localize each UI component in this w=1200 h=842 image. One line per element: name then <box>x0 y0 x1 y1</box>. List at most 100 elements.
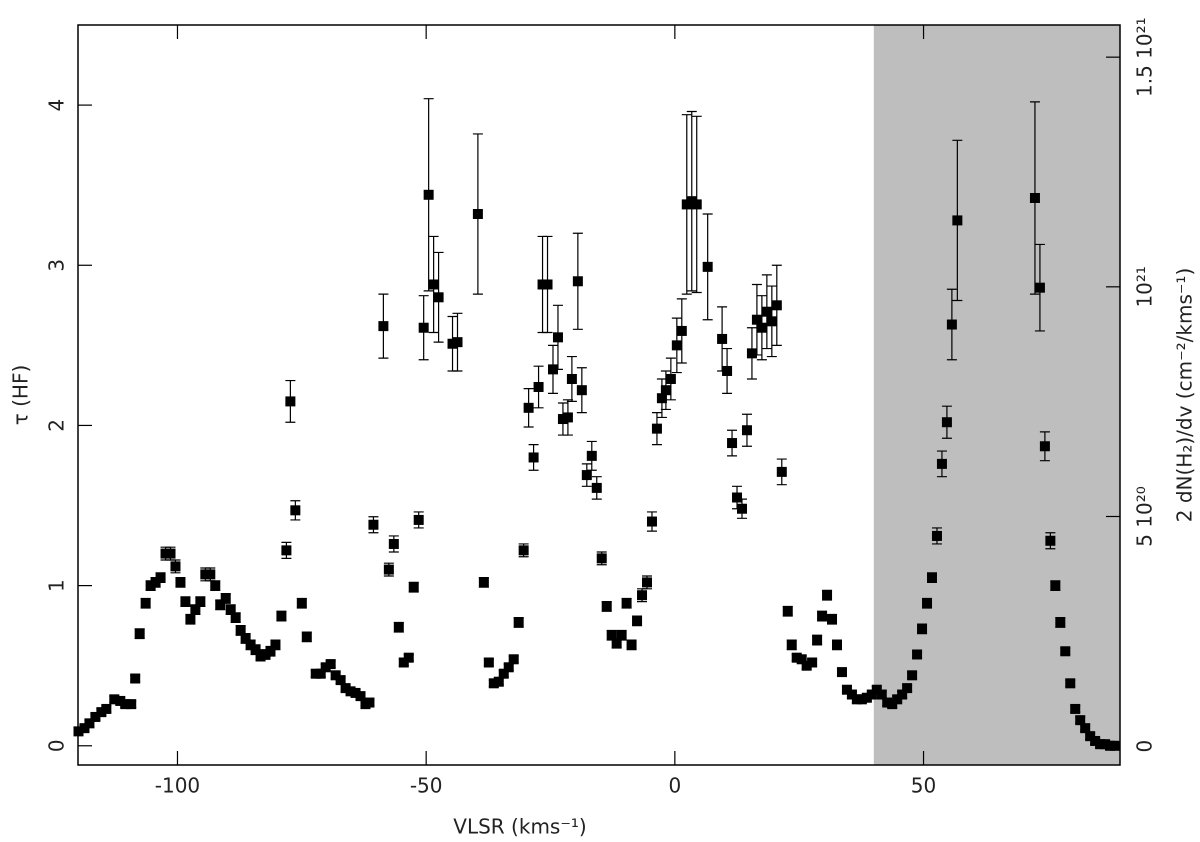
data-point <box>364 697 375 708</box>
data-point <box>120 699 131 710</box>
data-point <box>428 279 439 290</box>
data-point <box>831 639 842 650</box>
data-point <box>656 393 667 404</box>
y2-tick-label: 1.5 10²¹ <box>1133 17 1157 97</box>
data-point <box>281 545 292 556</box>
data-point <box>637 590 648 601</box>
data-point <box>285 396 296 407</box>
x-tick-label: 50 <box>911 774 936 798</box>
data-point <box>170 561 181 572</box>
data-point <box>408 582 419 593</box>
data-point <box>109 694 120 705</box>
y-tick-label: 3 <box>45 259 69 272</box>
data-point <box>1045 535 1056 546</box>
shaded-region <box>873 25 1120 765</box>
data-point <box>912 649 923 660</box>
data-point <box>165 548 176 559</box>
data-point <box>671 340 682 351</box>
data-point <box>140 598 151 609</box>
data-point <box>1110 740 1121 751</box>
data-point <box>235 625 246 636</box>
data-point <box>586 450 597 461</box>
data-point <box>250 644 261 655</box>
data-point <box>155 572 166 583</box>
data-point <box>722 365 733 376</box>
data-point <box>581 470 592 481</box>
data-point <box>717 333 728 344</box>
data-point <box>101 703 112 714</box>
y2-tick-label: 5 10²⁰ <box>1133 486 1157 547</box>
data-point <box>498 668 509 679</box>
shade-layer <box>873 25 1120 765</box>
data-point <box>611 638 622 649</box>
data-point <box>210 580 221 591</box>
data-point <box>822 590 833 601</box>
data-point <box>185 614 196 625</box>
y2-tick-label: 0 <box>1133 740 1157 753</box>
data-point <box>180 596 191 607</box>
data-point <box>368 519 379 530</box>
data-point <box>528 452 539 463</box>
data-point <box>315 668 326 679</box>
data-point <box>807 657 818 668</box>
data-point <box>931 530 942 541</box>
data-point <box>562 412 573 423</box>
data-point <box>952 215 963 226</box>
data-point <box>90 711 101 722</box>
data-point <box>1065 678 1076 689</box>
data-point <box>941 417 952 428</box>
data-point <box>741 425 752 436</box>
data-point <box>433 292 444 303</box>
data-point <box>508 654 519 665</box>
data-point <box>732 492 743 503</box>
data-point <box>1055 617 1066 628</box>
data-point <box>290 505 301 516</box>
data-point <box>596 553 607 564</box>
data-point <box>533 381 544 392</box>
data-point <box>702 261 713 272</box>
data-point <box>776 466 787 477</box>
data-point <box>876 689 887 700</box>
data-point <box>836 667 847 678</box>
x-tick-label: -50 <box>410 774 443 798</box>
data-point <box>621 598 632 609</box>
data-point <box>378 321 389 332</box>
y-tick-label: 1 <box>45 579 69 592</box>
data-point <box>946 319 957 330</box>
data-point <box>265 646 276 657</box>
data-point <box>452 337 463 348</box>
data-point <box>393 622 404 633</box>
data-point <box>301 631 312 642</box>
data-point <box>751 314 762 325</box>
data-point <box>518 545 529 556</box>
data-point <box>691 199 702 210</box>
data-point <box>606 630 617 641</box>
data-point <box>817 611 828 622</box>
data-point <box>225 604 236 615</box>
data-point <box>134 628 145 639</box>
data-point <box>84 718 95 729</box>
data-point <box>126 699 137 710</box>
data-point <box>827 614 838 625</box>
x-tick-label: 0 <box>668 774 681 798</box>
data-point <box>1060 646 1071 657</box>
data-point <box>418 322 429 333</box>
data-point <box>922 598 933 609</box>
data-point <box>676 325 687 336</box>
data-point <box>493 676 504 687</box>
x-tick-label: -100 <box>155 774 200 798</box>
data-point <box>423 189 434 200</box>
data-point <box>483 657 494 668</box>
data-point <box>796 654 807 665</box>
data-point <box>552 332 563 343</box>
data-point <box>1034 282 1045 293</box>
data-point <box>660 385 671 396</box>
data-point <box>616 630 627 641</box>
data-point <box>727 438 738 449</box>
data-point <box>1029 192 1040 203</box>
data-point <box>472 209 483 220</box>
data-point <box>215 599 226 610</box>
data-point <box>626 639 637 650</box>
data-point <box>403 652 414 663</box>
data-point <box>566 373 577 384</box>
